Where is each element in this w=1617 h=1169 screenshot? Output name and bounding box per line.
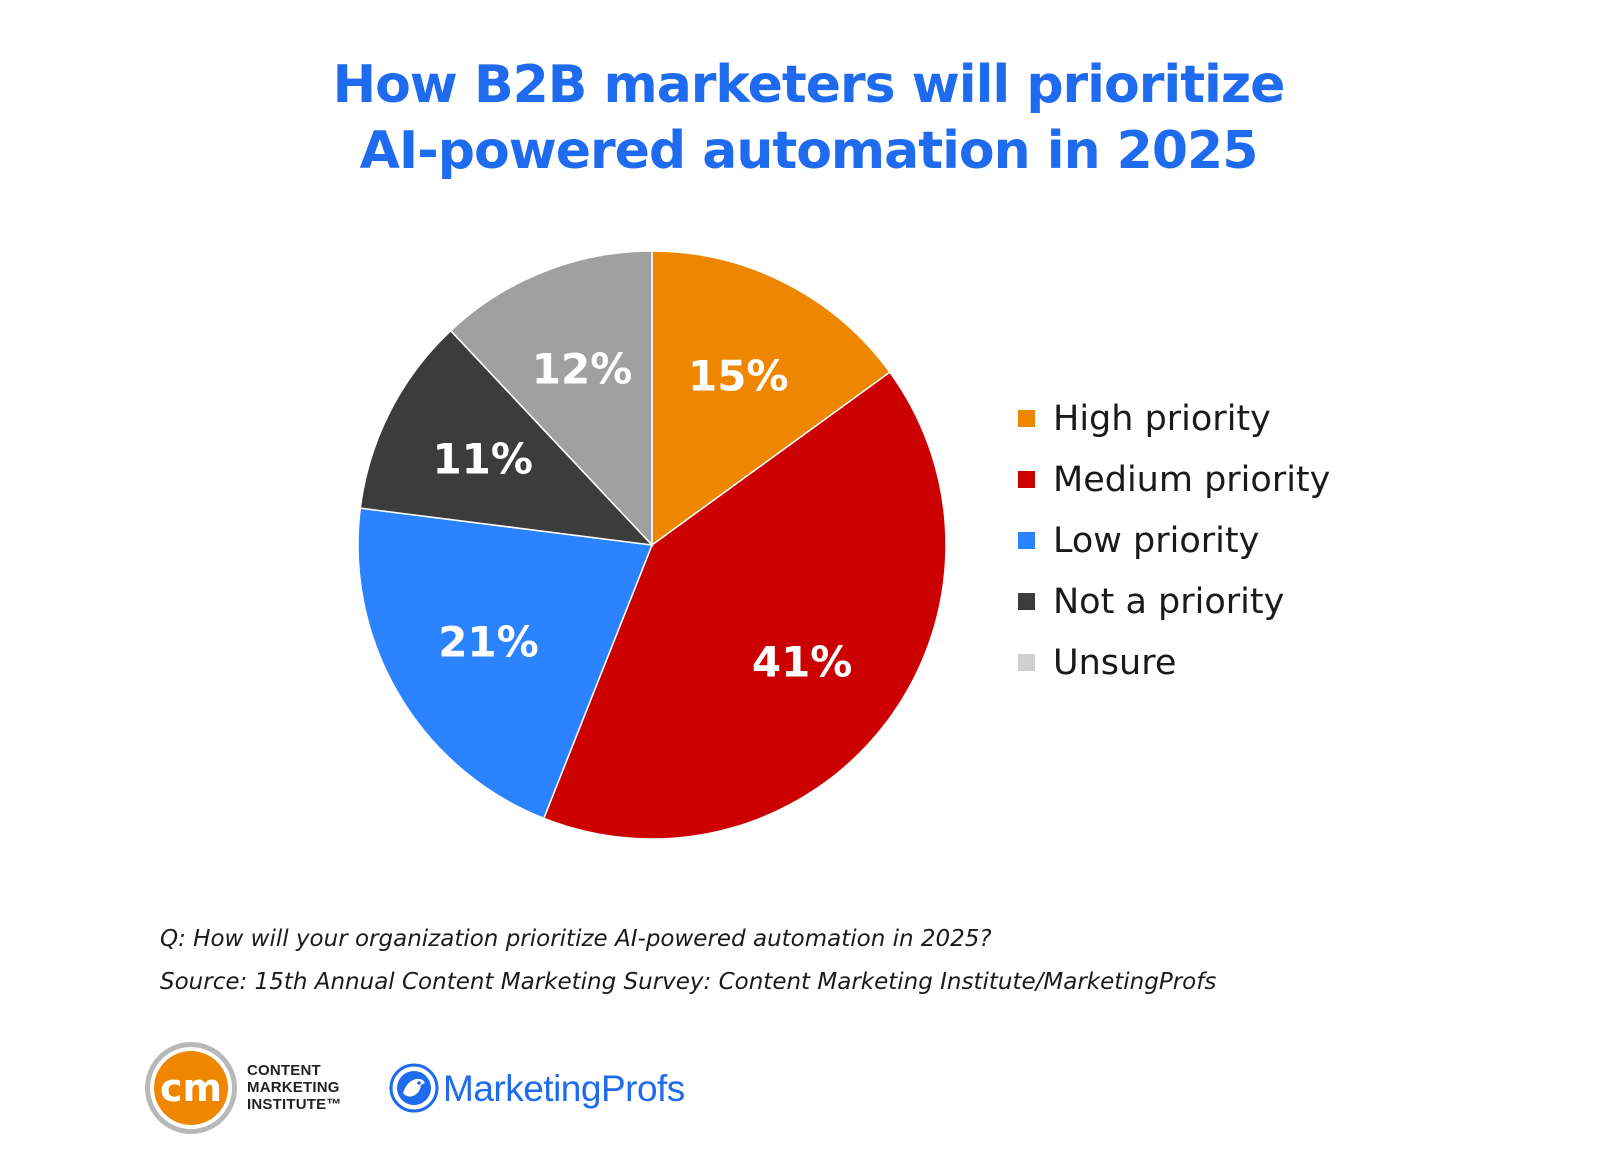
chart-title-line-1: How B2B marketers will prioritize — [332, 55, 1286, 115]
pie-data-label: 11% — [432, 435, 533, 484]
chart-notes: Q: How will your organization prioritize… — [160, 918, 1216, 1004]
legend-item: Unsure — [1018, 632, 1330, 693]
source-note: Source: 15th Annual Content Marketing Su… — [160, 969, 1217, 995]
logos: cm CONTENT MARKETING INSTITUTE™ Marketin… — [143, 1040, 843, 1140]
marketingprofs-bird-icon — [389, 1063, 439, 1113]
cmi-logo-line-2: MARKETING — [247, 1079, 340, 1096]
pie-data-label: 15% — [688, 352, 789, 401]
legend-label: High priority — [1053, 398, 1271, 439]
legend-swatch — [1018, 593, 1035, 610]
marketingprofs-logo-text: MarketingProfs — [443, 1068, 685, 1109]
pie-slice-not-a-priority — [359, 329, 654, 547]
legend-swatch — [1018, 410, 1035, 427]
chart-legend: High priority Medium priority Low priority… — [1018, 388, 1330, 693]
pie-data-label: 12% — [532, 344, 633, 393]
legend-swatch — [1018, 532, 1035, 549]
cmi-logo-line-1: CONTENT — [247, 1062, 321, 1079]
pie-slice-unsure — [449, 250, 653, 547]
legend-label: Medium priority — [1053, 459, 1331, 500]
pie-slice-medium-priority — [542, 371, 947, 840]
legend-label: Unsure — [1053, 642, 1177, 683]
legend-item: High priority — [1018, 388, 1330, 449]
cmi-logo-text: CONTENT MARKETING INSTITUTE™ — [247, 1062, 342, 1113]
cmi-logo-line-3: INSTITUTE™ — [247, 1096, 342, 1113]
cmi-logo-mark: cm — [160, 1066, 222, 1110]
legend-item: Not a priority — [1018, 571, 1330, 632]
pie-slice-high-priority — [651, 250, 891, 547]
legend-label: Not a priority — [1053, 581, 1285, 622]
pie-slice-low-priority — [357, 507, 654, 820]
survey-question: Q: How will your organization prioritize… — [160, 926, 992, 952]
legend-item: Low priority — [1018, 510, 1330, 571]
legend-swatch — [1018, 654, 1035, 671]
cmi-logo-icon: cm — [145, 1042, 237, 1134]
chart-title: How B2B marketers will prioritize AI-pow… — [0, 52, 1617, 184]
legend-item: Medium priority — [1018, 449, 1330, 510]
legend-label: Low priority — [1053, 520, 1260, 561]
legend-swatch — [1018, 471, 1035, 488]
pie-data-label: 21% — [438, 618, 539, 667]
chart-title-line-2: AI-powered automation in 2025 — [359, 121, 1259, 181]
pie-data-label: 41% — [752, 637, 853, 686]
